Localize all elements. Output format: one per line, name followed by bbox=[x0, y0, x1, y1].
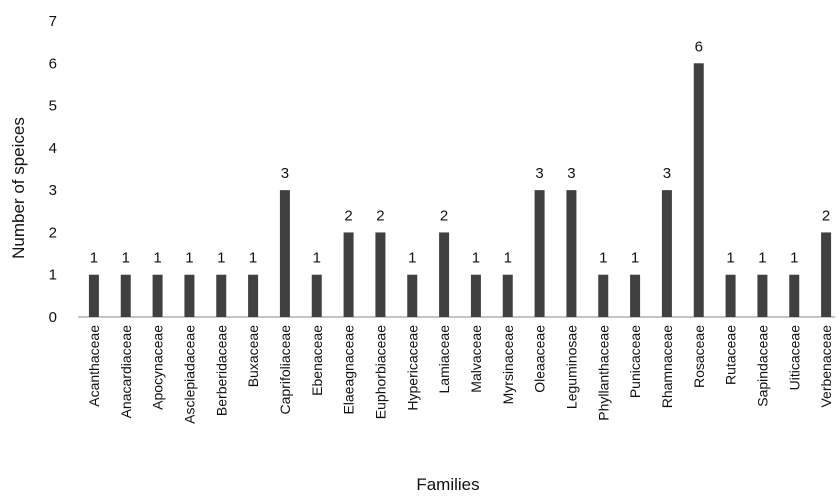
data-label: 1 bbox=[472, 250, 480, 267]
data-label: 1 bbox=[599, 250, 607, 267]
bar bbox=[152, 274, 163, 317]
data-label: 1 bbox=[313, 250, 321, 267]
data-labels-group: 1 1 1 1 1 1 3 1 2 2 1 2 1 1 3 3 1 1 3 6 1 1 1 2 bbox=[90, 38, 831, 266]
data-label: 1 bbox=[631, 250, 639, 267]
bar bbox=[311, 274, 322, 317]
data-label: 1 bbox=[249, 250, 257, 267]
data-label: 1 bbox=[185, 250, 193, 267]
y-tick-label: 4 bbox=[49, 140, 57, 157]
category-label: Berberidaceae bbox=[213, 325, 229, 416]
bar bbox=[821, 232, 832, 317]
data-label: 1 bbox=[790, 250, 798, 267]
bar bbox=[661, 190, 672, 317]
category-label: Ebenaceae bbox=[309, 325, 325, 396]
bar bbox=[375, 232, 386, 317]
category-label: Oleaaceae bbox=[532, 325, 548, 393]
category-label: Rhamnaceae bbox=[659, 325, 675, 408]
bar bbox=[439, 232, 450, 317]
category-label: Caprifoliaceae bbox=[277, 325, 293, 415]
y-tick-label: 6 bbox=[49, 55, 57, 72]
bar bbox=[248, 274, 259, 317]
category-label: Sapindaceae bbox=[754, 325, 770, 407]
category-label: Rosaceae bbox=[691, 325, 707, 388]
category-label: Lamiaceae bbox=[436, 325, 452, 394]
category-label: Apocynaceae bbox=[150, 325, 166, 410]
data-label: 1 bbox=[408, 250, 416, 267]
bar bbox=[120, 274, 131, 317]
bars-group bbox=[88, 63, 832, 318]
data-label: 1 bbox=[122, 250, 130, 267]
y-tick-label: 7 bbox=[49, 13, 57, 30]
category-label: Punicaceae bbox=[627, 325, 643, 398]
category-label: Phyllanthaceae bbox=[595, 325, 611, 421]
y-tick-label: 1 bbox=[49, 267, 57, 284]
category-label: Leguminosae bbox=[563, 325, 579, 409]
bar bbox=[502, 274, 513, 317]
data-label: 3 bbox=[535, 165, 543, 182]
category-label: Hypericaceae bbox=[404, 325, 420, 411]
category-label: Uiticaceae bbox=[786, 325, 802, 391]
data-label: 3 bbox=[281, 165, 289, 182]
bar bbox=[534, 190, 545, 317]
bar bbox=[470, 274, 481, 317]
bar bbox=[630, 274, 641, 317]
x-axis-title: Families bbox=[416, 475, 479, 494]
bar bbox=[279, 190, 290, 317]
y-axis-ticks: 0 1 2 3 4 5 6 7 bbox=[49, 13, 57, 326]
bar bbox=[757, 274, 768, 317]
category-label: Euphorbiaceae bbox=[372, 325, 388, 419]
data-label: 1 bbox=[726, 250, 734, 267]
category-label: Buxaceae bbox=[245, 325, 261, 387]
category-label: Myrsinaceae bbox=[500, 325, 516, 405]
data-label: 2 bbox=[440, 207, 448, 224]
data-label: 1 bbox=[758, 250, 766, 267]
bar bbox=[88, 274, 99, 317]
bar bbox=[725, 274, 736, 317]
y-tick-label: 0 bbox=[49, 309, 57, 326]
data-label: 1 bbox=[153, 250, 161, 267]
bar bbox=[343, 232, 354, 317]
data-label: 1 bbox=[217, 250, 225, 267]
category-label: Asclepiadaceae bbox=[181, 325, 197, 424]
data-label: 3 bbox=[663, 165, 671, 182]
bar bbox=[566, 190, 577, 317]
y-tick-label: 3 bbox=[49, 182, 57, 199]
bar bbox=[693, 63, 704, 318]
y-tick-label: 5 bbox=[49, 98, 57, 115]
category-label: Rutaceae bbox=[723, 325, 739, 385]
data-label: 6 bbox=[695, 38, 703, 55]
data-label: 2 bbox=[822, 207, 830, 224]
data-label: 1 bbox=[504, 250, 512, 267]
bar bbox=[598, 274, 609, 317]
category-label: Anacardiaceae bbox=[118, 325, 134, 419]
bar bbox=[184, 274, 195, 317]
data-label: 2 bbox=[344, 207, 352, 224]
bar bbox=[216, 274, 227, 317]
data-label: 2 bbox=[376, 207, 384, 224]
y-axis-title: Number of speices bbox=[9, 117, 28, 259]
category-label: Verbenaceae bbox=[818, 325, 834, 408]
data-label: 3 bbox=[567, 165, 575, 182]
category-label: Acanthaceae bbox=[86, 325, 102, 407]
category-label: Malvaceae bbox=[468, 325, 484, 393]
bar bbox=[407, 274, 418, 317]
bar bbox=[789, 274, 800, 317]
y-tick-label: 2 bbox=[49, 224, 57, 241]
category-labels-group: Acanthaceae Anacardiaceae Apocynaceae Ascle… bbox=[86, 325, 834, 424]
data-label: 1 bbox=[90, 250, 98, 267]
category-label: Elaeagnaceae bbox=[341, 325, 357, 415]
